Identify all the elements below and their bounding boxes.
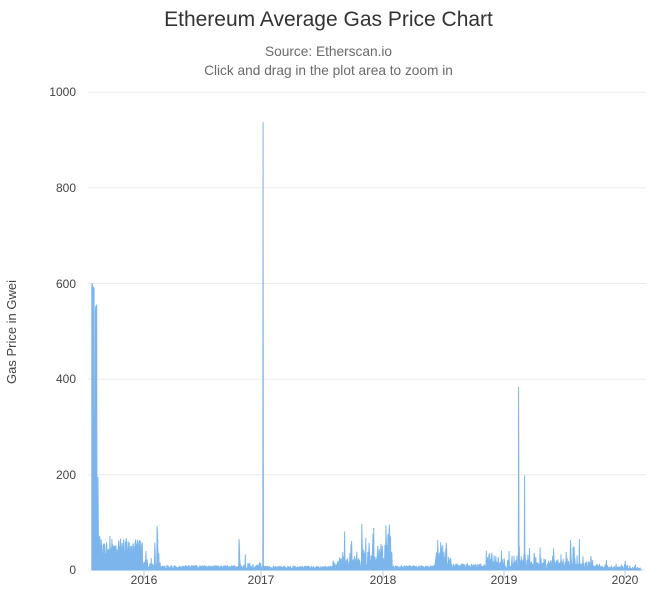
svg-text:2019: 2019 <box>491 573 518 587</box>
svg-text:2017: 2017 <box>248 573 275 587</box>
svg-text:Gas Price in Gwei: Gas Price in Gwei <box>4 280 19 384</box>
svg-text:0: 0 <box>69 563 76 577</box>
svg-text:2016: 2016 <box>131 573 158 587</box>
svg-text:200: 200 <box>56 468 76 482</box>
svg-text:600: 600 <box>56 277 76 291</box>
svg-text:800: 800 <box>56 181 76 195</box>
svg-text:2018: 2018 <box>370 573 397 587</box>
svg-text:1000: 1000 <box>49 85 76 99</box>
svg-text:2020: 2020 <box>612 573 639 587</box>
svg-text:400: 400 <box>56 372 76 386</box>
